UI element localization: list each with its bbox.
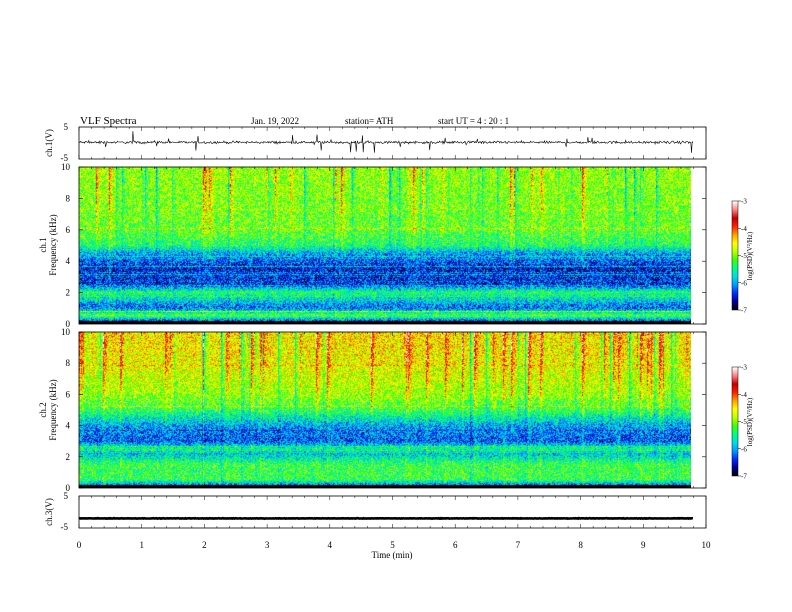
ch1-waveform-line [78,131,694,153]
panel-minor-ticks [78,127,707,528]
figure-title: VLF Spectra [80,115,137,127]
ch3-ytick-bottom: -5 [61,522,69,532]
ch3-waveform-ylabel: ch.3(V) [44,498,54,526]
ch2-colorbar-tick-label-3: -6 [741,445,747,453]
ch1-ytick-label-2: 2 [66,288,71,298]
ch1-colorbar-tick-label-1: -4 [741,225,747,233]
ch1-colorbar-tick-label-4: -7 [741,307,747,315]
ch1-ytick-bottom: -5 [61,153,69,163]
time-axis-label: Time (min) [372,550,413,560]
ch2-colorbar-gradient [732,367,738,476]
time-tick-label-7: 7 [516,540,521,550]
time-tick-label-8: 8 [578,540,583,550]
ch2-ytick-label-8: 8 [66,358,71,368]
time-tick-label-4: 4 [328,540,333,550]
ch2-colorbar-tick-label-4: -7 [741,473,747,481]
time-tick-label-1: 1 [139,540,144,550]
ch1-ytick-label-0: 0 [66,319,71,329]
ch2-colorbar-tick-label-1: -4 [741,391,747,399]
ch1-colorbar-tick-label-0: -3 [741,198,747,206]
ch1-channel-label: ch.1 [38,237,48,252]
ch1-spectrogram-image [79,167,691,324]
ch2-ytick-label-4: 4 [66,421,71,431]
ch1-waveform-panel: 5 -5 ch.1(V) [44,122,707,163]
ch3-ytick-top: 5 [64,491,69,501]
ch2-colorbar-tick-label-2: -5 [741,418,747,426]
start-ut-label: start UT = 4 : 20 : 1 [438,116,509,126]
time-tick-label-10: 10 [702,540,712,550]
ch1-frequency-ylabel: Frequency (kHz) [48,214,58,275]
ch2-spectrogram-image [79,332,691,488]
ch2-channel-label: ch.2 [38,402,48,417]
ch3-waveform-panel: 5 -5 ch.3(V) [44,491,707,532]
time-tick-label-9: 9 [641,540,646,550]
ch2-ytick-label-10: 10 [61,327,71,337]
date-label: Jan. 19, 2022 [251,116,299,126]
ch1-ytick-label-6: 6 [66,225,71,235]
ch2-ytick-label-0: 0 [66,483,71,493]
ch2-colorbar-label: log(PSD)(V²/Hz) [746,397,754,446]
station-label: station= ATH [345,116,394,126]
ch2-colorbar-tick-label-0: -3 [741,364,747,372]
ch1-colorbar-tick-label-3: -6 [741,279,747,287]
ch1-ytick-label-8: 8 [66,193,71,203]
ch2-ytick-label-2: 2 [66,452,71,462]
time-tick-label-6: 6 [453,540,458,550]
ch1-colorbar-tick-label-2: -5 [741,252,747,260]
ch1-ytick-label-10: 10 [61,162,71,172]
ch2-ytick-label-6: 6 [66,389,71,399]
time-tick-label-3: 3 [265,540,270,550]
ch1-colorbar-label: log(PSD)(V²/Hz) [746,231,754,280]
time-tick-label-5: 5 [390,540,395,550]
ch3-waveform-line [78,516,694,521]
ch3-waveform-frame [78,495,707,529]
ch1-waveform-ylabel: ch.1(V) [44,129,54,157]
ch2-frequency-ylabel: Frequency (kHz) [48,379,58,440]
time-axis: 0 1 2 3 4 5 6 7 8 9 10 [77,540,711,550]
time-tick-label-0: 0 [77,540,82,550]
time-tick-label-2: 2 [202,540,207,550]
ch1-ytick-top: 5 [64,122,69,132]
ch1-colorbar-gradient [732,201,738,310]
ch1-ytick-label-4: 4 [66,256,71,266]
